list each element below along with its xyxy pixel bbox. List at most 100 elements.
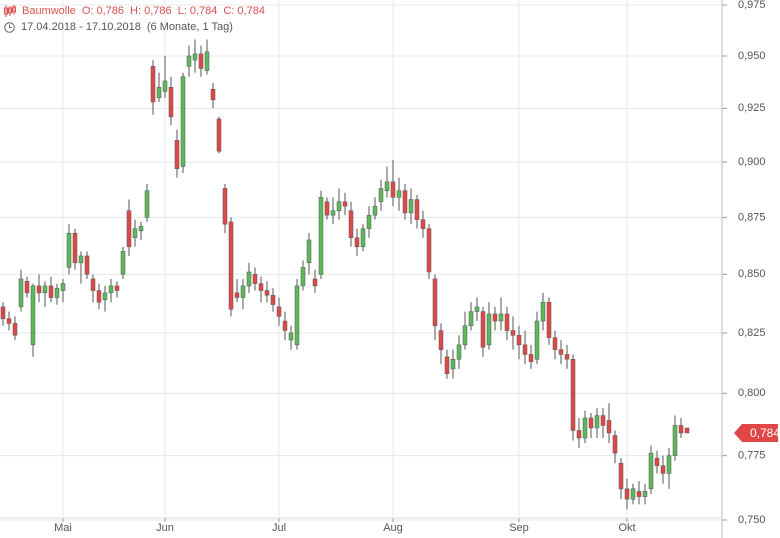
- candle-body: [624, 488, 630, 500]
- candle-body: [12, 323, 18, 336]
- candle-body: [126, 210, 132, 248]
- candle-body: [6, 318, 12, 324]
- candle-body: [168, 86, 174, 118]
- candle-body: [150, 66, 156, 103]
- x-tick-label: Sep: [509, 522, 529, 534]
- candle-body: [210, 89, 216, 101]
- candle-body: [486, 313, 492, 346]
- header-line: 17.04.2018 - 17.10.2018 (6 Monate, 1 Tag…: [4, 21, 233, 33]
- candle-body: [390, 181, 396, 198]
- y-tick-label: 0,950: [738, 50, 766, 62]
- candle-body: [180, 76, 186, 167]
- candle-body: [276, 306, 282, 317]
- candle-body: [252, 274, 258, 284]
- y-tick-label: 0,925: [738, 102, 766, 114]
- candle-body: [576, 430, 582, 439]
- candle-body: [270, 294, 276, 305]
- candle-body: [468, 311, 474, 327]
- candle-body: [72, 232, 78, 264]
- candle-body: [330, 210, 336, 216]
- candle-body: [654, 457, 660, 467]
- candle-body: [84, 255, 90, 275]
- candle-body: [618, 462, 624, 490]
- candle-body: [456, 344, 462, 360]
- candle-body: [516, 335, 522, 346]
- candle-body: [684, 427, 690, 434]
- candle-body: [408, 199, 414, 214]
- candle-body: [660, 465, 666, 474]
- header-line: Baumwolle O: 0,786 H: 0,786 L: 0,784 C: …: [4, 5, 265, 17]
- candle-body: [96, 290, 102, 303]
- y-tick-label: 0,850: [738, 268, 766, 280]
- y-tick-label: 0,875: [738, 211, 766, 223]
- candle-body: [528, 354, 534, 362]
- candle-body: [294, 285, 300, 346]
- candle-body: [114, 285, 120, 291]
- x-tick-label: Aug: [383, 522, 403, 534]
- x-tick-label: Mai: [54, 522, 72, 534]
- candle-body: [666, 455, 672, 474]
- candle-body: [600, 415, 606, 426]
- candle-body: [306, 239, 312, 264]
- candle-body: [138, 226, 144, 232]
- candle-body: [396, 190, 402, 198]
- candle-body: [672, 425, 678, 456]
- candle-body: [24, 281, 30, 294]
- candle-body: [216, 118, 222, 152]
- candle-body: [354, 237, 360, 248]
- date-range: 17.04.2018 - 17.10.2018: [21, 21, 141, 33]
- candle-body: [240, 285, 246, 298]
- candle-body: [444, 356, 450, 375]
- candle-body: [420, 219, 426, 229]
- candle-body: [228, 221, 234, 310]
- candle-body: [510, 330, 516, 336]
- candle-body: [342, 201, 348, 207]
- candle-body: [102, 292, 108, 301]
- candle-body: [402, 190, 408, 214]
- candle-body: [552, 337, 558, 350]
- candle-body: [30, 285, 36, 346]
- candle-icon: [4, 5, 16, 17]
- ohlc-label: O: 0,786: [81, 5, 125, 17]
- candle-body: [348, 210, 354, 238]
- candle-body: [432, 278, 438, 327]
- candle-body: [360, 228, 366, 248]
- candle-body: [66, 232, 72, 268]
- candle-body: [288, 332, 294, 341]
- candle-body: [132, 228, 138, 238]
- candle-body: [414, 199, 420, 220]
- candle-body: [546, 301, 552, 338]
- candle-body: [198, 53, 204, 69]
- candle-body: [594, 415, 600, 429]
- candle-body: [504, 313, 510, 331]
- candle-body: [540, 301, 546, 322]
- candle-body: [366, 214, 372, 229]
- candle-body: [474, 306, 480, 312]
- candle-body: [648, 452, 654, 490]
- candle-body: [318, 197, 324, 275]
- candle-body: [384, 181, 390, 191]
- candle-body: [162, 80, 168, 92]
- candle-body: [564, 354, 570, 360]
- y-tick-label: 0,825: [738, 327, 766, 339]
- candle-body: [678, 425, 684, 434]
- instrument: Baumwolle: [22, 5, 76, 17]
- candle-body: [498, 313, 504, 322]
- candle-body: [192, 53, 198, 61]
- candle-body: [174, 140, 180, 169]
- candle-body: [438, 330, 444, 350]
- candle-body: [60, 283, 66, 291]
- candle-body: [480, 311, 486, 348]
- candle-body: [78, 255, 84, 264]
- candle-body: [582, 417, 588, 439]
- candle-body: [642, 491, 648, 497]
- candle-body: [558, 349, 564, 355]
- y-tick-label: 0,775: [738, 450, 766, 462]
- candle-body: [108, 285, 114, 294]
- candle-body: [636, 491, 642, 497]
- candle-body: [144, 190, 150, 218]
- y-tick-label: 0,975: [738, 0, 766, 11]
- candle-body: [36, 285, 42, 294]
